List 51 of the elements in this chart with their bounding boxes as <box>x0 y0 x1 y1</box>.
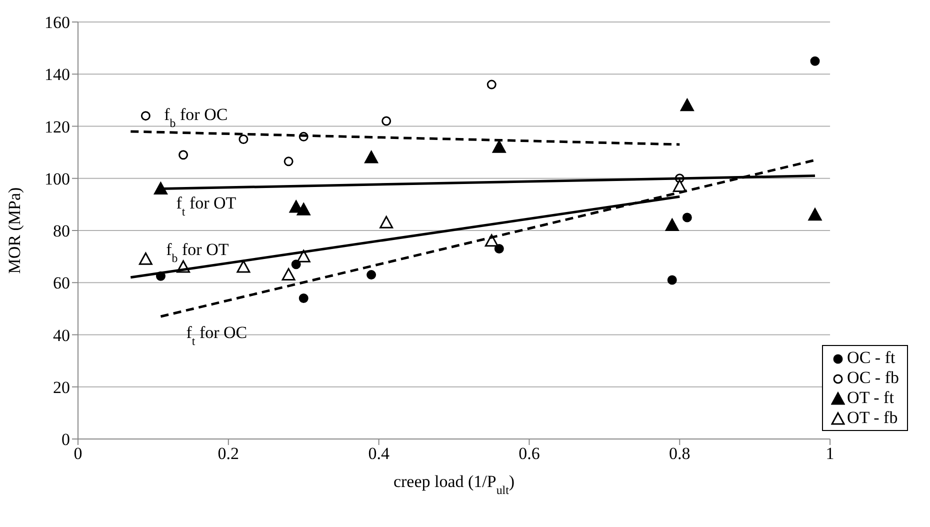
point <box>154 182 168 195</box>
point <box>140 111 150 121</box>
point <box>492 140 506 153</box>
point <box>810 56 820 66</box>
y-tick-label: 60 <box>53 274 70 293</box>
y-tick-label: 0 <box>62 430 70 450</box>
x-tick-label: 0.4 <box>368 444 390 464</box>
point <box>808 208 822 221</box>
series-label: f$_{b}$ for OC <box>164 104 228 130</box>
legend-label: OC - fb <box>847 368 899 388</box>
x-axis-title: creep load (1/P$_{ult}$) <box>393 472 515 497</box>
point <box>494 244 504 254</box>
x-tick-label: 0.6 <box>518 444 540 464</box>
point <box>366 270 376 280</box>
legend-label: OC - ft <box>847 348 896 368</box>
point <box>291 260 301 270</box>
point <box>284 156 294 166</box>
series-label: f$_{t}$ for OC <box>186 322 248 348</box>
x-tick-label: 0 <box>74 444 82 464</box>
point <box>282 268 296 281</box>
legend-label: OT - ft <box>847 388 894 408</box>
point <box>236 260 250 273</box>
x-tick-label: 0.2 <box>218 444 240 464</box>
point <box>296 202 310 216</box>
point <box>382 116 392 126</box>
y-tick-label: 100 <box>44 169 70 188</box>
x-tick-label: 1 <box>826 444 834 464</box>
point <box>364 150 378 164</box>
legend-label: OT - fb <box>847 408 898 428</box>
series-label: f$_{t}$ for OT <box>176 193 237 218</box>
y-tick-label: 120 <box>44 117 70 136</box>
x-tick-label: 0.8 <box>669 444 690 464</box>
point <box>682 212 692 222</box>
series-label: f$_{b}$ for OT <box>166 240 230 265</box>
y-tick-label: 160 <box>44 13 70 32</box>
point <box>296 250 310 262</box>
point <box>178 150 188 160</box>
y-tick-label: 140 <box>44 65 70 84</box>
point <box>380 216 394 228</box>
point <box>486 80 496 90</box>
point <box>667 275 677 285</box>
y-tick-label: 80 <box>53 222 70 241</box>
point <box>138 252 152 265</box>
point <box>238 134 248 144</box>
point <box>672 179 686 192</box>
point <box>298 294 308 304</box>
point <box>680 98 694 112</box>
y-tick-label: 40 <box>53 326 70 345</box>
y-tick-label: 20 <box>53 378 70 397</box>
y-axis-title: MOR (MPa) <box>5 187 24 274</box>
point <box>665 218 679 232</box>
